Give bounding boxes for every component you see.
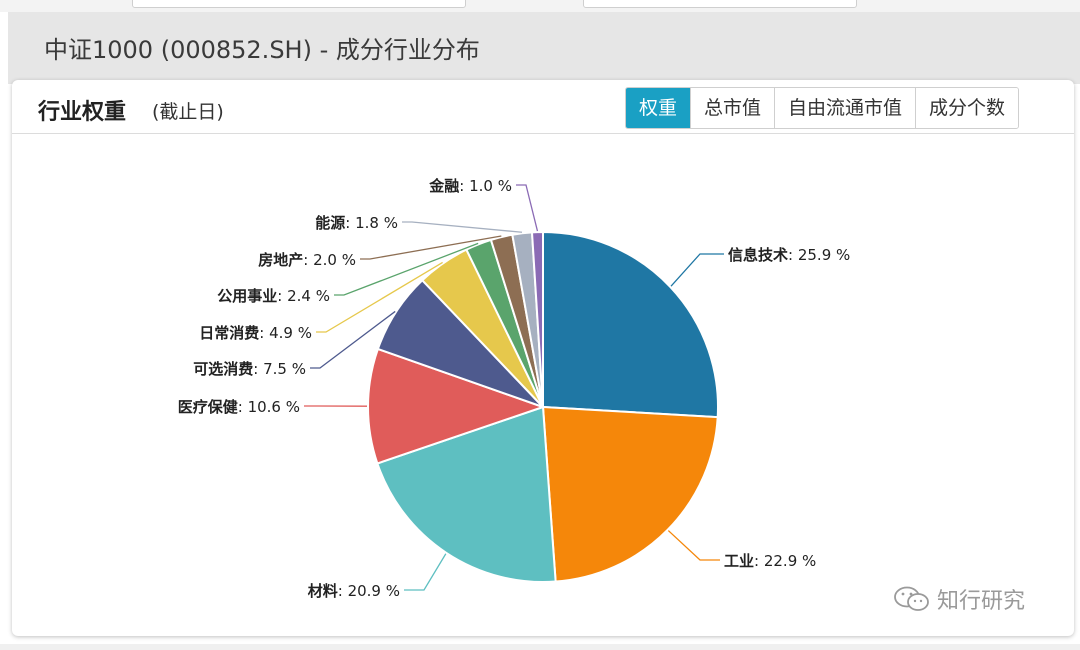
leader-line-real-estate [360, 235, 502, 260]
pie-slice-industrials[interactable] [541, 405, 719, 583]
tab-free-float-market-cap[interactable]: 自由流通市值 [774, 88, 916, 128]
tab-weight[interactable]: 权重 [626, 88, 691, 128]
bottom-strip [0, 644, 1080, 650]
watermark: 知行研究 [893, 583, 1025, 615]
leader-line-consumer-staples [316, 261, 443, 333]
pie-slice-materials[interactable] [376, 405, 557, 583]
top-dropdown-right[interactable] [583, 0, 857, 8]
leader-line-materials [404, 553, 447, 591]
page-title: 中证1000 (000852.SH) - 成分行业分布 [44, 36, 480, 64]
slice-label-financials: 金融: 1.0 % [428, 177, 512, 195]
leader-line-information-technology [670, 253, 724, 287]
pie-slice-health-care[interactable] [367, 347, 547, 465]
watermark-text: 知行研究 [937, 589, 1026, 614]
tab-constituent-count[interactable]: 成分个数 [915, 88, 1019, 128]
slice-label-consumer-discretionary: 可选消费: 7.5 % [193, 360, 306, 378]
slice-label-health-care: 医疗保健: 10.6 % [178, 398, 300, 416]
leader-line-energy [402, 221, 523, 233]
leader-line-utilities [334, 242, 479, 296]
leader-line-consumer-discretionary [310, 310, 396, 369]
page-header: 中证1000 (000852.SH) - 成分行业分布 [8, 12, 1080, 84]
slice-label-real-estate: 房地产: 2.0 % [258, 251, 356, 269]
panel-header: 行业权重 (截止日) 权重 总市值 自由流通市值 成分个数 [12, 80, 1074, 134]
wechat-icon [894, 586, 929, 611]
slice-label-energy: 能源: 1.8 % [315, 214, 398, 232]
slice-label-consumer-staples: 日常消费: 4.9 % [199, 324, 312, 342]
slice-label-utilities: 公用事业: 2.4 % [217, 287, 330, 305]
top-dropdown-left[interactable] [132, 0, 466, 8]
pie-slice-financials[interactable] [530, 230, 544, 408]
leader-line-industrials [667, 530, 720, 561]
panel-title: 行业权重 [38, 100, 127, 125]
leader-line-financials [516, 184, 539, 232]
tab-total-market-cap[interactable]: 总市值 [690, 88, 775, 128]
slice-label-information-technology: 信息技术: 25.9 % [728, 246, 850, 264]
slice-label-industrials: 工业: 22.9 % [724, 552, 816, 570]
slice-label-materials: 材料: 20.9 % [308, 582, 400, 600]
metric-tabs: 权重 总市值 自由流通市值 成分个数 [625, 87, 1020, 129]
panel-subtitle: (截止日) [152, 101, 224, 123]
pie-slice-information-technology[interactable] [542, 230, 719, 419]
